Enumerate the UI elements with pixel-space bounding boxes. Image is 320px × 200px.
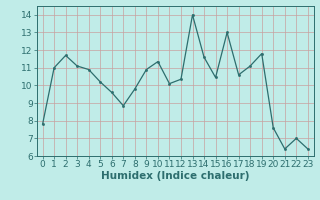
X-axis label: Humidex (Indice chaleur): Humidex (Indice chaleur) (101, 171, 250, 181)
